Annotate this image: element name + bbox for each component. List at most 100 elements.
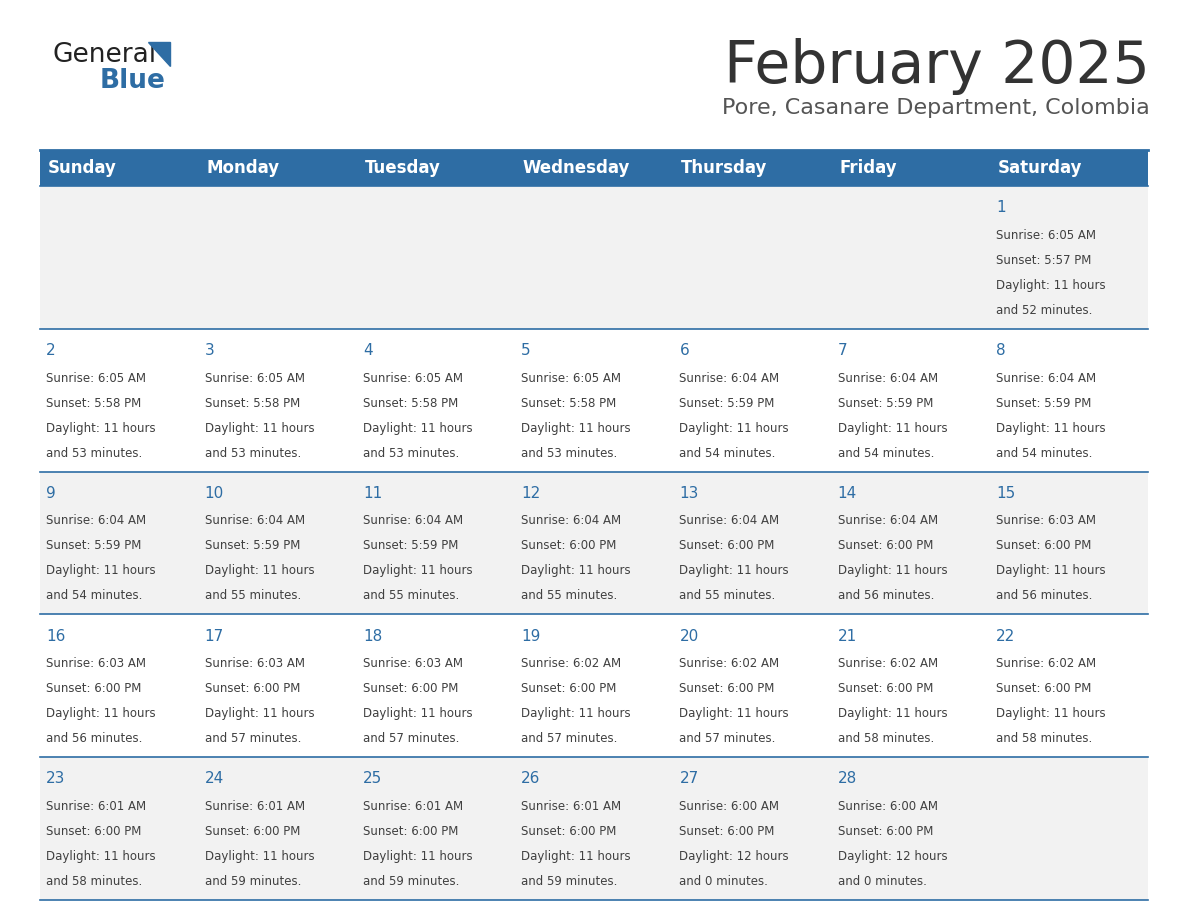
Text: Daylight: 11 hours: Daylight: 11 hours xyxy=(996,421,1106,434)
Text: and 57 minutes.: and 57 minutes. xyxy=(522,733,618,745)
Text: 23: 23 xyxy=(46,771,65,787)
Text: 12: 12 xyxy=(522,486,541,501)
Text: 3: 3 xyxy=(204,343,214,358)
Text: and 53 minutes.: and 53 minutes. xyxy=(522,447,618,460)
Text: Sunrise: 6:01 AM: Sunrise: 6:01 AM xyxy=(362,800,463,813)
Bar xyxy=(40,329,1148,472)
Text: and 59 minutes.: and 59 minutes. xyxy=(522,875,618,888)
Text: Sunset: 5:59 PM: Sunset: 5:59 PM xyxy=(362,540,459,553)
Text: 25: 25 xyxy=(362,771,383,787)
Text: Sunset: 6:00 PM: Sunset: 6:00 PM xyxy=(838,825,933,838)
Text: 17: 17 xyxy=(204,629,223,644)
Text: Pore, Casanare Department, Colombia: Pore, Casanare Department, Colombia xyxy=(722,98,1150,118)
Text: Daylight: 11 hours: Daylight: 11 hours xyxy=(204,707,315,721)
Text: Sunrise: 6:01 AM: Sunrise: 6:01 AM xyxy=(204,800,305,813)
Text: 2: 2 xyxy=(46,343,56,358)
Text: Daylight: 11 hours: Daylight: 11 hours xyxy=(996,707,1106,721)
Text: and 55 minutes.: and 55 minutes. xyxy=(522,589,618,602)
Text: and 57 minutes.: and 57 minutes. xyxy=(204,733,301,745)
Text: 13: 13 xyxy=(680,486,699,501)
Text: and 58 minutes.: and 58 minutes. xyxy=(838,733,934,745)
Text: and 58 minutes.: and 58 minutes. xyxy=(996,733,1092,745)
Text: and 55 minutes.: and 55 minutes. xyxy=(362,589,459,602)
Text: Sunrise: 6:02 AM: Sunrise: 6:02 AM xyxy=(522,657,621,670)
Text: Sunrise: 6:04 AM: Sunrise: 6:04 AM xyxy=(838,514,937,528)
Text: 9: 9 xyxy=(46,486,56,501)
Text: Thursday: Thursday xyxy=(681,159,767,177)
Text: Sunrise: 6:04 AM: Sunrise: 6:04 AM xyxy=(522,514,621,528)
Text: 22: 22 xyxy=(996,629,1016,644)
Text: Daylight: 11 hours: Daylight: 11 hours xyxy=(362,421,473,434)
Text: and 56 minutes.: and 56 minutes. xyxy=(996,589,1093,602)
Text: Daylight: 11 hours: Daylight: 11 hours xyxy=(838,565,947,577)
Text: Sunset: 6:00 PM: Sunset: 6:00 PM xyxy=(362,682,459,695)
Text: Daylight: 11 hours: Daylight: 11 hours xyxy=(996,279,1106,292)
Text: February 2025: February 2025 xyxy=(725,38,1150,95)
Text: Daylight: 11 hours: Daylight: 11 hours xyxy=(680,421,789,434)
Text: 4: 4 xyxy=(362,343,373,358)
Text: Sunrise: 6:05 AM: Sunrise: 6:05 AM xyxy=(362,372,463,385)
Text: Sunset: 6:00 PM: Sunset: 6:00 PM xyxy=(996,682,1092,695)
Text: 10: 10 xyxy=(204,486,223,501)
Text: 14: 14 xyxy=(838,486,857,501)
Text: Sunrise: 6:04 AM: Sunrise: 6:04 AM xyxy=(46,514,146,528)
Text: 27: 27 xyxy=(680,771,699,787)
Text: 15: 15 xyxy=(996,486,1016,501)
Text: 21: 21 xyxy=(838,629,857,644)
Text: Daylight: 11 hours: Daylight: 11 hours xyxy=(838,707,947,721)
Bar xyxy=(40,757,1148,900)
Text: Sunrise: 6:05 AM: Sunrise: 6:05 AM xyxy=(522,372,621,385)
Text: and 57 minutes.: and 57 minutes. xyxy=(680,733,776,745)
Text: Sunrise: 6:04 AM: Sunrise: 6:04 AM xyxy=(838,372,937,385)
Text: Daylight: 11 hours: Daylight: 11 hours xyxy=(204,421,315,434)
Text: and 53 minutes.: and 53 minutes. xyxy=(46,447,143,460)
Text: Monday: Monday xyxy=(207,159,279,177)
Text: 6: 6 xyxy=(680,343,689,358)
Bar xyxy=(990,150,1148,186)
Text: 20: 20 xyxy=(680,629,699,644)
Text: General: General xyxy=(52,42,156,68)
Text: and 52 minutes.: and 52 minutes. xyxy=(996,304,1093,317)
Text: and 56 minutes.: and 56 minutes. xyxy=(838,589,934,602)
Text: Sunset: 5:59 PM: Sunset: 5:59 PM xyxy=(46,540,141,553)
Text: Sunset: 5:59 PM: Sunset: 5:59 PM xyxy=(680,397,775,409)
Text: and 53 minutes.: and 53 minutes. xyxy=(362,447,459,460)
Text: Sunrise: 6:03 AM: Sunrise: 6:03 AM xyxy=(362,657,463,670)
Text: Sunset: 5:58 PM: Sunset: 5:58 PM xyxy=(522,397,617,409)
Text: Sunset: 6:00 PM: Sunset: 6:00 PM xyxy=(680,540,775,553)
Text: Sunrise: 6:04 AM: Sunrise: 6:04 AM xyxy=(362,514,463,528)
Text: Sunset: 6:00 PM: Sunset: 6:00 PM xyxy=(996,540,1092,553)
Text: Sunset: 6:00 PM: Sunset: 6:00 PM xyxy=(838,540,933,553)
Text: Sunrise: 6:01 AM: Sunrise: 6:01 AM xyxy=(522,800,621,813)
Text: Sunrise: 6:05 AM: Sunrise: 6:05 AM xyxy=(996,229,1097,241)
Text: Daylight: 11 hours: Daylight: 11 hours xyxy=(522,707,631,721)
Text: and 54 minutes.: and 54 minutes. xyxy=(46,589,143,602)
Text: 18: 18 xyxy=(362,629,383,644)
Text: Sunset: 6:00 PM: Sunset: 6:00 PM xyxy=(522,682,617,695)
Text: 24: 24 xyxy=(204,771,223,787)
Text: and 54 minutes.: and 54 minutes. xyxy=(680,447,776,460)
Text: Daylight: 11 hours: Daylight: 11 hours xyxy=(362,850,473,863)
Text: Sunset: 5:59 PM: Sunset: 5:59 PM xyxy=(996,397,1092,409)
Bar xyxy=(40,614,1148,757)
Text: and 0 minutes.: and 0 minutes. xyxy=(680,875,769,888)
Text: Daylight: 11 hours: Daylight: 11 hours xyxy=(522,565,631,577)
Text: Sunrise: 6:04 AM: Sunrise: 6:04 AM xyxy=(204,514,305,528)
Text: Sunrise: 6:02 AM: Sunrise: 6:02 AM xyxy=(838,657,937,670)
Text: Sunset: 6:00 PM: Sunset: 6:00 PM xyxy=(362,825,459,838)
Text: Daylight: 11 hours: Daylight: 11 hours xyxy=(680,565,789,577)
Text: Sunrise: 6:02 AM: Sunrise: 6:02 AM xyxy=(996,657,1097,670)
Text: Sunset: 5:58 PM: Sunset: 5:58 PM xyxy=(46,397,141,409)
Text: Sunset: 6:00 PM: Sunset: 6:00 PM xyxy=(838,682,933,695)
Text: Sunset: 6:00 PM: Sunset: 6:00 PM xyxy=(522,825,617,838)
Text: Sunset: 5:58 PM: Sunset: 5:58 PM xyxy=(204,397,299,409)
Text: Daylight: 11 hours: Daylight: 11 hours xyxy=(838,421,947,434)
Text: Sunrise: 6:01 AM: Sunrise: 6:01 AM xyxy=(46,800,146,813)
Bar xyxy=(356,150,514,186)
Text: Sunrise: 6:04 AM: Sunrise: 6:04 AM xyxy=(680,514,779,528)
Text: and 0 minutes.: and 0 minutes. xyxy=(838,875,927,888)
Text: 1: 1 xyxy=(996,200,1006,216)
Text: 7: 7 xyxy=(838,343,847,358)
Text: Sunday: Sunday xyxy=(48,159,116,177)
Text: Wednesday: Wednesday xyxy=(523,159,630,177)
